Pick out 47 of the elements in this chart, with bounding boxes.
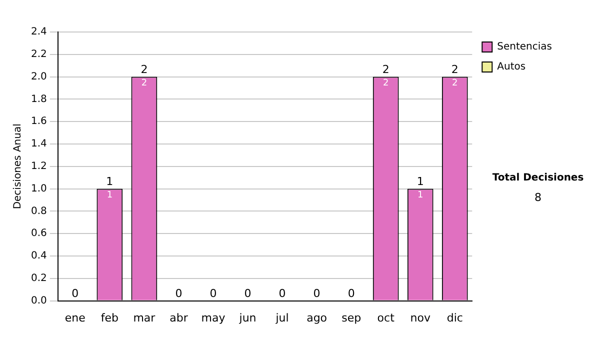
legend-label: Autos [497,62,526,73]
text: Total Decisiones [492,172,584,184]
data-label: 1 [106,190,113,201]
x-tick-label: may [201,311,226,324]
y-tick-label: 0.8 [30,206,47,217]
total-label: 0 [278,287,286,300]
total-label: 1 [416,175,424,188]
total-label: 2 [140,63,148,76]
x-tick-label: ene [64,311,86,324]
total-label: 0 [313,287,320,300]
total-label: 0 [210,287,217,300]
y-tick-label: 1.6 [30,116,47,128]
y-tick-label: 2.0 [30,71,47,82]
total-label: 0 [348,287,355,300]
total-label: 0 [72,287,79,300]
y-tick-label: 0.6 [30,228,47,240]
x-tick-label: mar [133,311,156,324]
legend-label: Sentencias [497,42,552,53]
y-tick-label: 0.4 [30,250,47,262]
total-label: 0 [175,287,182,300]
x-tick-label: ago [306,311,328,324]
text: 8 [534,190,542,204]
y-tick-label: 2.2 [30,48,47,60]
x-tick-label: abr [170,311,188,324]
y-tick-label: 1.2 [30,160,47,172]
x-tick-label: oct [377,311,396,324]
y-tick-label: 1.4 [30,138,47,150]
x-tick-label: sep [342,311,362,324]
data-label: 2 [452,78,458,89]
y-tick-label: 0.2 [30,272,47,284]
y-tick-label: 1.8 [30,94,47,105]
total-label: 2 [451,63,458,76]
y-tick-label: 0.0 [30,295,47,306]
x-tick-label: jul [274,311,289,324]
y-axis-title: Decisiones Anual [12,124,24,210]
data-label: 1 [417,190,424,201]
total-label: 0 [244,287,252,300]
x-tick-label: jun [238,311,256,324]
y-tick-label: 1.0 [30,183,47,194]
total-label: 2 [382,63,390,76]
data-label: 2 [382,78,389,89]
x-tick-label: feb [100,311,119,324]
data-label: 2 [141,78,148,89]
y-tick-label: 2.4 [30,26,47,38]
total-label: 1 [106,175,114,188]
x-tick-label: nov [410,311,431,324]
x-tick-label: dic [446,311,463,324]
